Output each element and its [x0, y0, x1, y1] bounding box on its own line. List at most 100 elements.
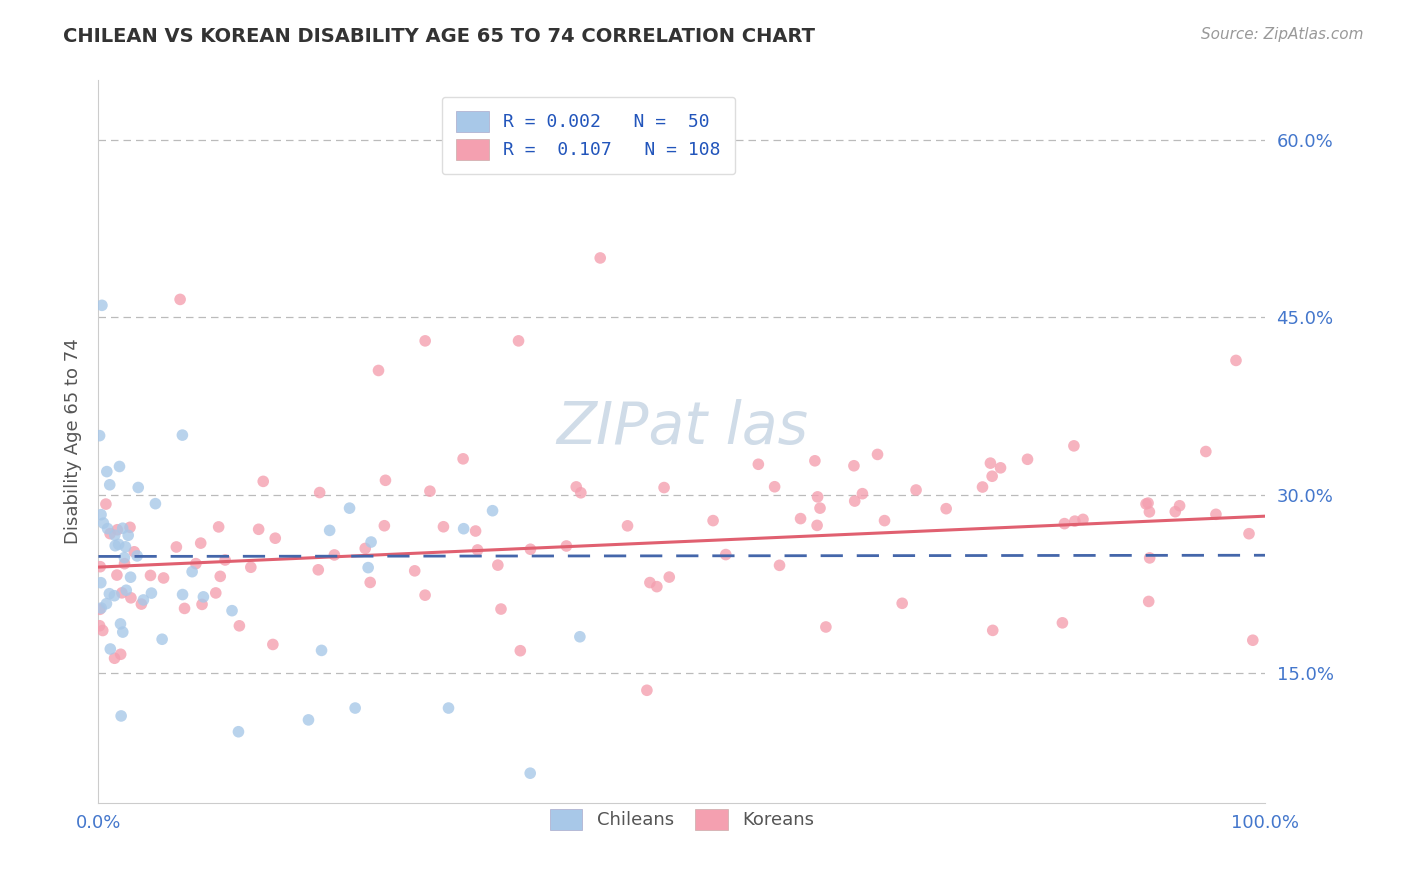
Point [373, 518, 395, 533]
Point [1195, 444, 1218, 458]
Point [569, 485, 592, 500]
Point [131, 597, 153, 611]
Point [172, 588, 194, 602]
Point [935, 501, 957, 516]
Point [1063, 439, 1085, 453]
Point [122, 545, 145, 559]
Point [451, 451, 474, 466]
Point [104, 528, 127, 542]
Text: ZIPat las: ZIPat las [555, 399, 808, 456]
Point [105, 523, 128, 537]
Point [120, 570, 142, 584]
Point [419, 484, 441, 499]
Point [638, 575, 661, 590]
Point [98, 587, 121, 601]
Point [89, 619, 111, 633]
Point [344, 701, 367, 715]
Point [481, 504, 503, 518]
Point [191, 598, 214, 612]
Point [1137, 496, 1160, 510]
Point [111, 586, 134, 600]
Point [90, 575, 112, 590]
Point [110, 709, 132, 723]
Point [437, 701, 460, 715]
Point [204, 586, 226, 600]
Point [1063, 514, 1085, 528]
Point [114, 557, 136, 571]
Point [89, 602, 111, 616]
Point [509, 643, 531, 657]
Point [110, 616, 132, 631]
Point [808, 501, 831, 516]
Point [990, 460, 1012, 475]
Point [111, 521, 134, 535]
Point [636, 150, 658, 164]
Point [806, 490, 828, 504]
Point [1241, 633, 1264, 648]
Point [98, 477, 121, 491]
Point [89, 559, 111, 574]
Point [1052, 615, 1074, 630]
Point [209, 569, 232, 583]
Point [702, 514, 724, 528]
Point [453, 522, 475, 536]
Point [413, 334, 436, 348]
Text: CHILEAN VS KOREAN DISABILITY AGE 65 TO 74 CORRELATION CHART: CHILEAN VS KOREAN DISABILITY AGE 65 TO 7… [63, 27, 815, 45]
Point [747, 457, 769, 471]
Point [1137, 505, 1160, 519]
Point [404, 564, 426, 578]
Point [127, 549, 149, 563]
Point [508, 334, 530, 348]
Point [806, 518, 828, 533]
Point [104, 539, 127, 553]
Point [979, 456, 1001, 470]
Point [1164, 505, 1187, 519]
Point [90, 298, 112, 312]
Point [193, 590, 215, 604]
Point [152, 571, 174, 585]
Point [432, 520, 454, 534]
Legend: Chileans, Koreans: Chileans, Koreans [543, 802, 821, 837]
Point [98, 526, 121, 541]
Point [184, 557, 207, 571]
Point [714, 548, 737, 562]
Point [1237, 526, 1260, 541]
Point [297, 713, 319, 727]
Point [90, 601, 112, 615]
Point [1225, 353, 1247, 368]
Point [464, 524, 486, 538]
Point [1205, 508, 1227, 522]
Point [208, 520, 231, 534]
Y-axis label: Disability Age 65 to 74: Disability Age 65 to 74 [63, 339, 82, 544]
Point [486, 558, 509, 573]
Point [114, 540, 136, 554]
Point [866, 447, 889, 461]
Point [565, 480, 588, 494]
Point [181, 565, 204, 579]
Point [172, 428, 194, 442]
Point [96, 465, 118, 479]
Point [323, 548, 346, 562]
Point [311, 643, 333, 657]
Point [339, 501, 361, 516]
Point [132, 593, 155, 607]
Point [94, 497, 117, 511]
Point [873, 514, 896, 528]
Point [120, 591, 142, 605]
Point [851, 486, 873, 500]
Point [354, 541, 377, 556]
Point [118, 520, 141, 534]
Point [141, 586, 163, 600]
Point [165, 540, 187, 554]
Point [589, 251, 612, 265]
Point [108, 459, 131, 474]
Point [308, 485, 330, 500]
Point [568, 630, 591, 644]
Point [105, 568, 128, 582]
Point [636, 683, 658, 698]
Point [519, 542, 541, 557]
Point [519, 766, 541, 780]
Point [173, 601, 195, 615]
Point [307, 563, 329, 577]
Point [359, 575, 381, 590]
